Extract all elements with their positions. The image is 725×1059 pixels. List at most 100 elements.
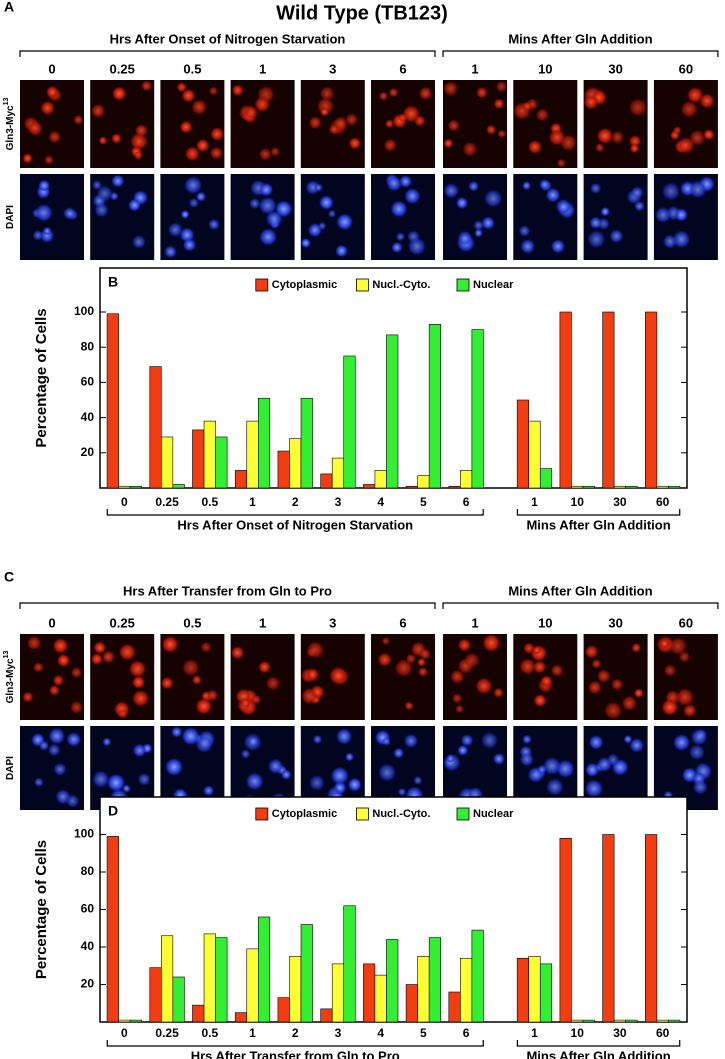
panel-label: A (4, 0, 14, 15)
cell (306, 668, 319, 682)
cell (457, 745, 469, 756)
cell (683, 704, 697, 718)
cell (243, 733, 262, 751)
cell (111, 174, 125, 188)
column-label: 60 (679, 615, 693, 630)
cell (408, 237, 426, 256)
cell (555, 199, 572, 215)
cell (53, 762, 67, 776)
x-tick-label: 4 (377, 495, 384, 509)
bar (203, 420, 216, 489)
bar (528, 420, 541, 489)
cell (457, 230, 473, 246)
cell (240, 697, 251, 709)
cell (195, 698, 212, 715)
cell (201, 691, 211, 701)
cell (132, 690, 149, 707)
y-tick-label: 100 (74, 304, 94, 318)
cell (548, 129, 566, 146)
cell (609, 229, 624, 243)
cell (33, 662, 44, 673)
bar (471, 929, 484, 1023)
cell (394, 659, 413, 677)
row-label-text: Gln3-Myc (5, 105, 16, 150)
x-tick-label: 0.5 (201, 1026, 218, 1040)
cell (195, 735, 213, 753)
cell (307, 223, 322, 238)
bar (161, 436, 174, 489)
cell (398, 113, 408, 123)
cell (522, 734, 532, 745)
cell (46, 85, 59, 99)
x-tick-label: 10 (571, 495, 585, 509)
x-tick-label: 6 (463, 495, 470, 509)
row-label: Gln3-Myc13 (3, 650, 16, 703)
bar (405, 485, 418, 489)
group-bracket (516, 1040, 681, 1047)
cell (689, 180, 707, 199)
cell (381, 636, 390, 646)
cell (399, 175, 412, 188)
legend-label: Nuclear (473, 808, 514, 820)
cell (333, 116, 348, 131)
cell (443, 183, 459, 199)
x-tick-label: 3 (335, 495, 342, 509)
cell (49, 685, 60, 696)
legend-label: Nucl.-Cyto. (372, 808, 430, 820)
column-label: 10 (538, 615, 552, 630)
cell (385, 119, 394, 129)
cell (520, 239, 535, 254)
cell (266, 676, 280, 691)
cell (377, 652, 392, 667)
cell (519, 752, 534, 767)
cell (413, 775, 423, 785)
group-bracket (516, 509, 681, 516)
cell (404, 188, 421, 204)
cell (600, 207, 610, 217)
cell (395, 232, 405, 242)
cell (391, 241, 403, 253)
cell (94, 202, 109, 218)
bar (602, 834, 615, 1023)
cell (330, 766, 349, 785)
column-label: 0.25 (110, 615, 135, 630)
x-tick-label: 60 (656, 495, 670, 509)
cell (474, 228, 483, 238)
cell (160, 677, 174, 690)
cell (462, 141, 478, 157)
cell (70, 701, 83, 714)
cell (522, 101, 532, 112)
cell (241, 749, 251, 759)
column-label: 30 (608, 615, 622, 630)
cell (539, 179, 550, 190)
cell (308, 116, 322, 130)
cell (655, 206, 671, 223)
cell (73, 114, 84, 125)
cell (403, 733, 419, 748)
bar (106, 313, 119, 489)
bar (582, 1019, 595, 1023)
cell (320, 107, 329, 117)
legend-swatch (355, 807, 369, 821)
column-label: 1 (259, 61, 266, 76)
cell (583, 94, 599, 110)
cell (129, 660, 146, 678)
figure-title: Wild Type (TB123) (276, 2, 448, 24)
cell (38, 179, 50, 192)
bar (118, 485, 131, 489)
cell (309, 775, 325, 791)
cell (130, 132, 148, 151)
cell (208, 218, 220, 230)
group-header: Mins After Gln Addition (508, 583, 652, 598)
x-tick-label: 1 (531, 495, 538, 509)
bar (234, 470, 248, 489)
bar (246, 420, 259, 489)
cell (493, 753, 505, 765)
cell (452, 693, 463, 704)
cell (419, 648, 431, 660)
y-tick-label: 40 (81, 410, 95, 424)
bar (374, 974, 387, 1023)
group-bracket (442, 50, 719, 57)
bar (460, 957, 473, 1023)
cell (259, 228, 277, 246)
